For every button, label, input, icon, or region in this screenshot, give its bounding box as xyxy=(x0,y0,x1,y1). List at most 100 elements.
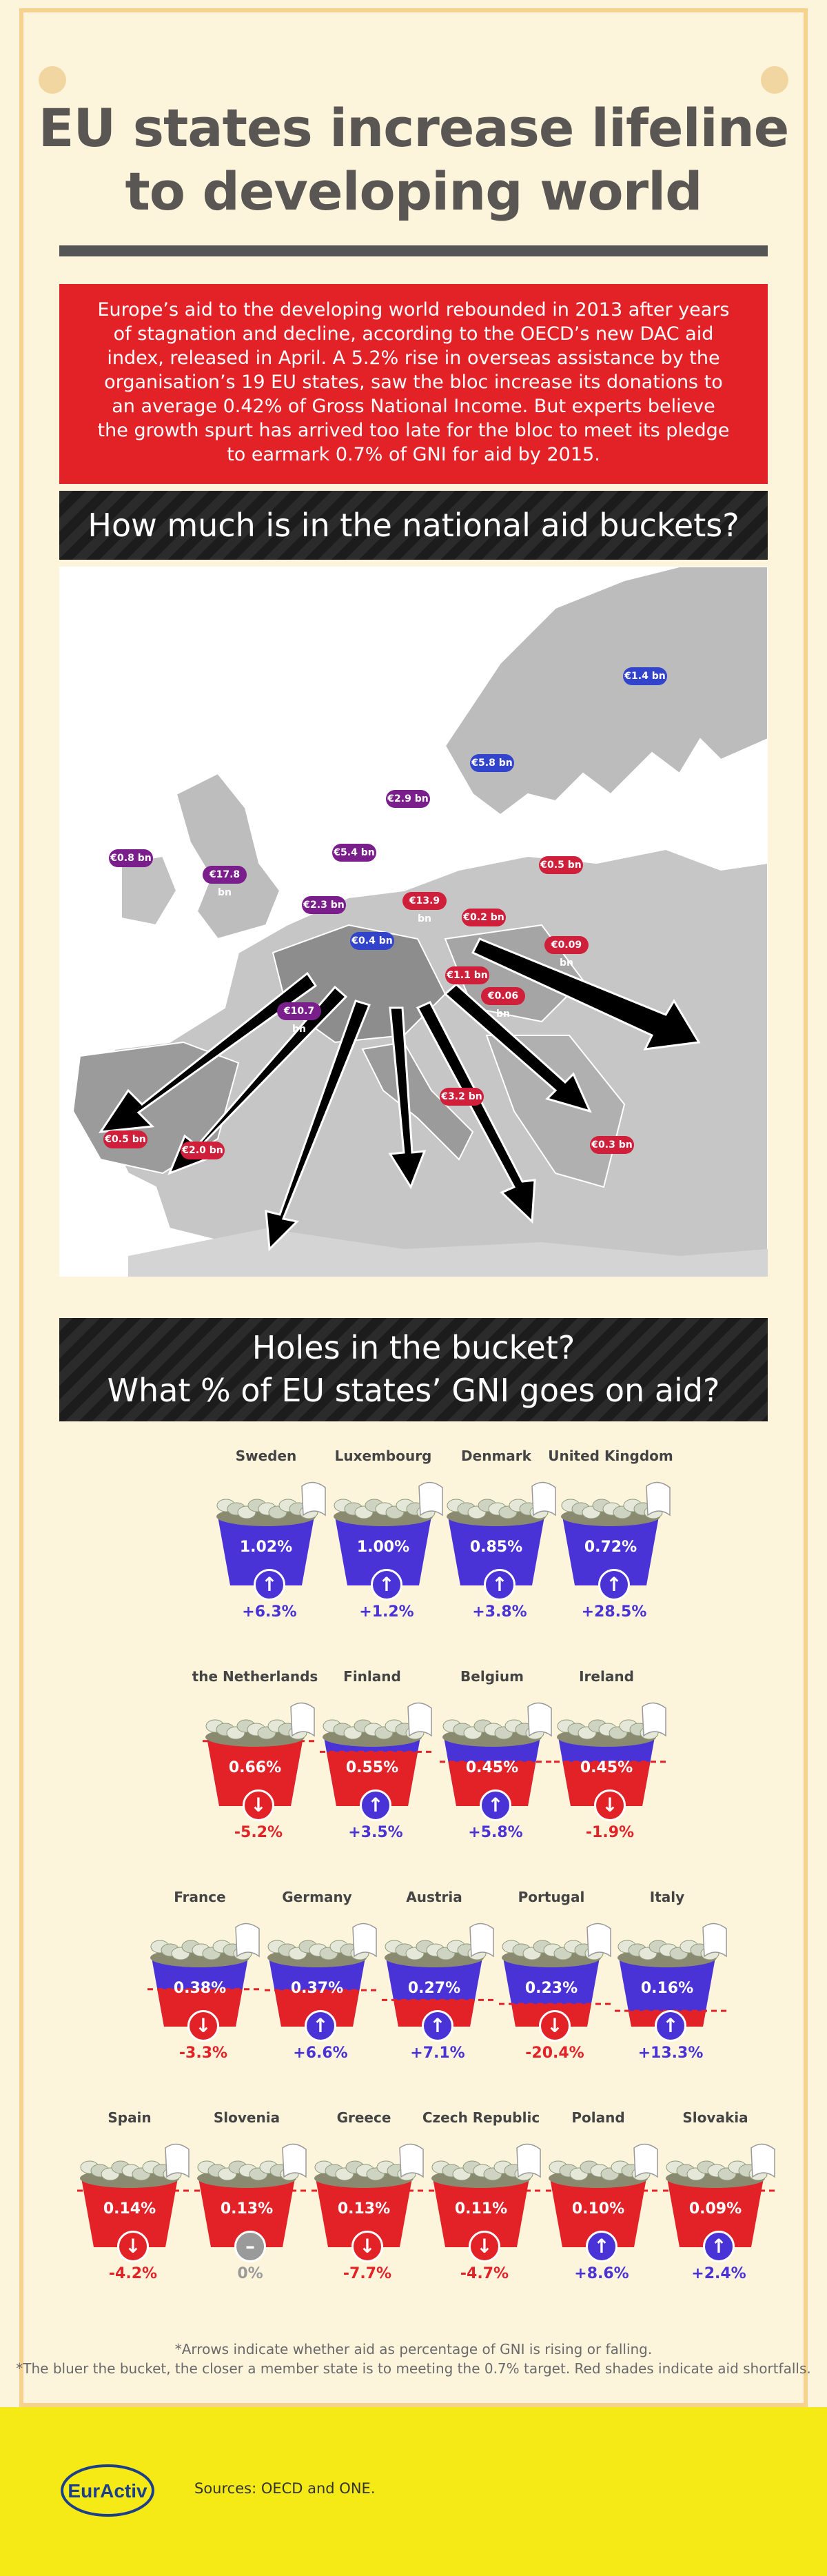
bucket-body xyxy=(81,2178,178,2247)
section-header-line2: What % of EU states’ GNI goes on aid? xyxy=(107,1372,720,1409)
aid-bucket xyxy=(555,1475,673,1592)
map-bucket-ireland: €0.8 bn xyxy=(109,849,153,867)
euractiv-logo: EurActiv xyxy=(57,2460,160,2522)
country-flag-icon xyxy=(469,1923,494,1958)
country-flag-icon xyxy=(586,1923,611,1958)
country-flag-icon xyxy=(235,1923,260,1958)
aid-bucket xyxy=(310,1696,434,1813)
country-flag-icon xyxy=(399,2143,424,2178)
gni-change: -4.2% xyxy=(108,2265,158,2282)
country-flag-icon xyxy=(352,1923,377,1958)
gni-percentage: 0.55% xyxy=(345,1759,399,1776)
bucket-country-label: Finland xyxy=(343,1668,401,1685)
map-bucket-italy: €3.2 bn xyxy=(440,1088,484,1106)
bucket-body xyxy=(198,2178,295,2247)
gni-percentage: 0.72% xyxy=(584,1539,637,1556)
country-flag-icon xyxy=(301,1481,326,1517)
country-flag-icon xyxy=(531,1481,556,1517)
title-divider xyxy=(59,245,768,256)
gni-change: -1.9% xyxy=(585,1824,635,1841)
aid-bucket xyxy=(302,2137,426,2254)
bucket-country-label: Ireland xyxy=(579,1668,634,1685)
country-flag-icon xyxy=(702,1923,727,1958)
ireland-shape xyxy=(121,855,178,926)
country-flag-icon xyxy=(646,1481,671,1517)
map-bucket-finland: €1.4 bn xyxy=(623,667,667,685)
bucket-body xyxy=(316,2178,412,2247)
gni-change: +1.2% xyxy=(359,1603,414,1621)
aid-bucket xyxy=(211,1475,328,1592)
aid-bucket xyxy=(653,2137,777,2254)
sources-text: Sources: OECD and ONE. xyxy=(194,2480,376,2497)
arrow-up-icon: ↑ xyxy=(703,2231,735,2262)
arrow-up-icon: ↑ xyxy=(586,2231,617,2262)
bucket-country-label: Poland xyxy=(571,2109,625,2126)
bucket-country-label: Portugal xyxy=(518,1889,585,1905)
gni-percentage: 0.13% xyxy=(337,2200,391,2218)
europe-map: €1.4 bn €5.8 bn €2.9 bn €5.4 bn €0.8 bn … xyxy=(59,567,768,1277)
arrow-up-icon: ↑ xyxy=(422,2010,453,2042)
country-flag-icon xyxy=(642,1702,666,1737)
gni-percentage: 0.37% xyxy=(290,1980,344,1997)
gni-percentage: 0.10% xyxy=(571,2200,625,2218)
arrow-down-icon: ↓ xyxy=(594,1789,626,1821)
country-flag-icon xyxy=(418,1481,443,1517)
aid-bucket xyxy=(138,1916,262,2034)
arrow-east xyxy=(443,982,592,1113)
footnote-arrows: *Arrows indicate whether aid as percenta… xyxy=(174,2341,653,2357)
aid-bucket xyxy=(544,1696,668,1813)
gni-percentage: 0.45% xyxy=(580,1759,633,1776)
bucket-country-label: France xyxy=(174,1889,226,1905)
bucket-body xyxy=(619,1958,715,2027)
gni-change: +7.1% xyxy=(410,2045,465,2062)
gni-change: +13.3% xyxy=(637,2045,704,2062)
arrow-up-icon: ↑ xyxy=(254,1569,285,1601)
arrow-up-icon: ↑ xyxy=(598,1569,630,1601)
gni-change: -4.7% xyxy=(460,2265,509,2282)
bucket-country-label: Denmark xyxy=(461,1448,531,1464)
gni-change: +3.8% xyxy=(472,1603,527,1621)
gni-change: -5.2% xyxy=(234,1824,283,1841)
arrow-southeast xyxy=(416,1001,536,1224)
north-africa-shape xyxy=(128,1228,768,1277)
country-flag-icon xyxy=(407,1702,432,1737)
aid-bucket xyxy=(441,1475,558,1592)
arrow-up-icon: ↑ xyxy=(655,2010,686,2042)
gni-change: -3.3% xyxy=(178,2045,228,2062)
bucket-country-label: United Kingdom xyxy=(548,1448,673,1464)
gni-change: +6.6% xyxy=(293,2045,348,2062)
arrow-up-icon: ↑ xyxy=(360,1789,391,1821)
dash-icon: – xyxy=(234,2231,266,2262)
arrow-up-icon: ↑ xyxy=(371,1569,402,1601)
map-bucket-belgium: €2.3 bn xyxy=(302,896,346,914)
map-bucket-slovakia: €0.09 bn xyxy=(544,936,589,968)
gni-change: +28.5% xyxy=(581,1603,647,1621)
gni-change: 0% xyxy=(237,2265,263,2282)
map-bucket-poland: €0.5 bn xyxy=(539,856,583,874)
aid-flow-arrows xyxy=(98,937,701,1252)
gni-change: +8.6% xyxy=(574,2265,629,2282)
aid-bucket xyxy=(372,1916,496,2034)
gni-percentage: 0.27% xyxy=(407,1980,461,1997)
gni-percentage: 0.66% xyxy=(228,1759,282,1776)
balkans-shape xyxy=(485,1035,626,1188)
bucket-country-label: the Netherlands xyxy=(192,1668,318,1685)
bucket-body xyxy=(335,1517,431,1585)
map-bucket-uk: €17.8 bn xyxy=(203,866,247,898)
bucket-country-label: Sweden xyxy=(235,1448,297,1464)
uk-shape xyxy=(175,772,281,940)
aid-bucket xyxy=(536,2137,660,2254)
country-flag-icon xyxy=(290,1702,315,1737)
footer-bar xyxy=(0,2407,827,2576)
map-bucket-luxembourg: €0.4 bn xyxy=(350,932,394,950)
gni-percentage: 0.13% xyxy=(220,2200,274,2218)
gni-change: -7.7% xyxy=(343,2265,392,2282)
section-header-line1: Holes in the bucket? xyxy=(252,1329,575,1366)
bucket-body xyxy=(667,2178,764,2247)
map-bucket-spain: €2.0 bn xyxy=(181,1142,225,1159)
arrow-down-icon: ↓ xyxy=(243,1789,274,1821)
map-bucket-germany: €13.9 bn xyxy=(402,892,447,924)
aid-bucket xyxy=(185,2137,309,2254)
map-bucket-netherlands: €5.4 bn xyxy=(332,844,376,862)
arrow-down-icon: ↓ xyxy=(351,2231,383,2262)
